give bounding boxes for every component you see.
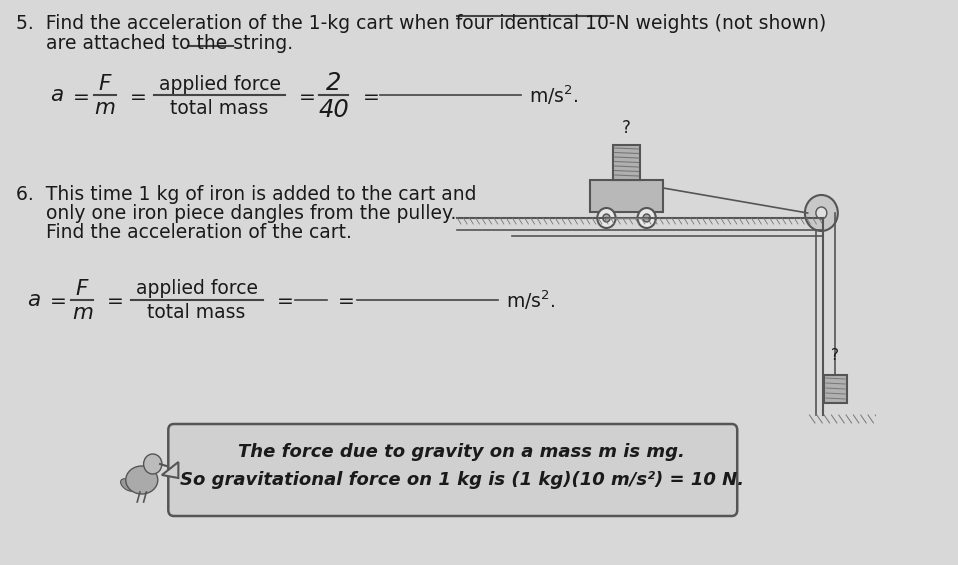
- Bar: [613, 145, 640, 180]
- Text: applied force: applied force: [136, 280, 258, 298]
- Text: ?: ?: [832, 348, 839, 363]
- Text: $a$: $a$: [28, 290, 41, 310]
- Circle shape: [805, 195, 838, 231]
- Text: total mass: total mass: [148, 303, 246, 323]
- Text: 40: 40: [318, 98, 350, 122]
- Ellipse shape: [121, 479, 135, 491]
- Text: $=$: $=$: [273, 290, 293, 310]
- Text: $F$: $F$: [98, 74, 112, 94]
- Ellipse shape: [125, 466, 158, 494]
- Text: $=$: $=$: [126, 85, 147, 105]
- Circle shape: [144, 454, 162, 474]
- Text: $\mathrm{m/s^2.}$: $\mathrm{m/s^2.}$: [529, 83, 578, 107]
- Circle shape: [637, 208, 656, 228]
- Text: $=$: $=$: [295, 85, 316, 105]
- Text: $m$: $m$: [95, 98, 116, 118]
- Text: 6.  This time 1 kg of iron is added to the cart and: 6. This time 1 kg of iron is added to th…: [16, 185, 477, 204]
- Text: only one iron piece dangles from the pulley.: only one iron piece dangles from the pul…: [16, 204, 457, 223]
- Text: $=$: $=$: [358, 85, 379, 105]
- Text: Find the acceleration of the cart.: Find the acceleration of the cart.: [16, 223, 353, 242]
- Text: $=$: $=$: [103, 290, 124, 310]
- Text: $a$: $a$: [51, 85, 64, 105]
- Circle shape: [643, 214, 650, 222]
- Text: $=$: $=$: [69, 85, 89, 105]
- Polygon shape: [162, 462, 178, 478]
- Text: The force due to gravity on a mass m is mg.: The force due to gravity on a mass m is …: [239, 443, 685, 461]
- Text: $F$: $F$: [75, 279, 90, 299]
- Text: $=$: $=$: [46, 290, 66, 310]
- Bar: [824, 375, 847, 403]
- FancyBboxPatch shape: [169, 424, 738, 516]
- Circle shape: [603, 214, 610, 222]
- Circle shape: [597, 208, 616, 228]
- Text: total mass: total mass: [171, 98, 268, 118]
- Text: 5.  Find the acceleration of the 1-kg cart when four identical 10-N weights (not: 5. Find the acceleration of the 1-kg car…: [16, 14, 827, 33]
- Text: ?: ?: [622, 119, 631, 137]
- Text: are attached to the string.: are attached to the string.: [16, 34, 293, 53]
- Text: $=$: $=$: [333, 290, 354, 310]
- Text: applied force: applied force: [158, 75, 281, 93]
- Bar: [590, 180, 663, 212]
- Text: So gravitational force on 1 kg is (1 kg)(10 m/s²) = 10 N.: So gravitational force on 1 kg is (1 kg)…: [180, 471, 744, 489]
- Text: $m$: $m$: [72, 303, 93, 323]
- Text: 2: 2: [326, 71, 342, 95]
- Text: $\mathrm{m/s^2.}$: $\mathrm{m/s^2.}$: [506, 288, 555, 312]
- Circle shape: [816, 207, 827, 219]
